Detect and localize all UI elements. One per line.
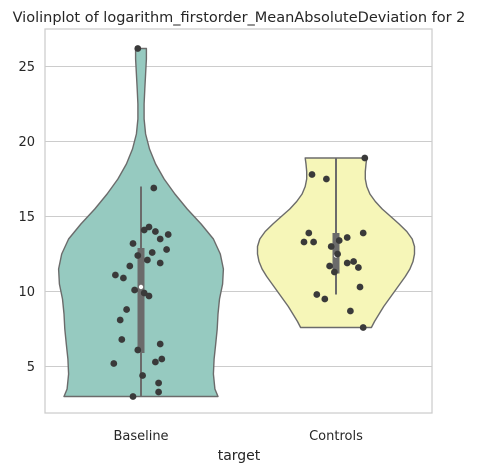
- data-point: [331, 268, 338, 276]
- data-point: [163, 246, 171, 253]
- data-point: [313, 291, 321, 298]
- data-point: [359, 229, 367, 237]
- data-point: [327, 243, 335, 250]
- data-point: [350, 258, 357, 265]
- data-point: [155, 379, 163, 387]
- data-point: [300, 238, 308, 246]
- data-point: [123, 306, 130, 313]
- data-point: [120, 274, 127, 282]
- data-point: [335, 237, 343, 244]
- data-point: [134, 45, 142, 52]
- y-tick-label: 20: [18, 135, 35, 150]
- data-point: [321, 295, 329, 303]
- y-tick-label: 5: [27, 360, 35, 375]
- data-point: [134, 252, 142, 259]
- data-point: [152, 358, 159, 366]
- data-point: [347, 307, 354, 315]
- x-tick-label-controls: Controls: [309, 429, 363, 444]
- data-point: [112, 271, 119, 279]
- data-point: [152, 228, 159, 235]
- data-point: [131, 286, 139, 294]
- data-point: [156, 340, 164, 348]
- data-point: [326, 262, 333, 270]
- data-point: [148, 249, 156, 256]
- y-tick-label: 25: [18, 60, 35, 75]
- y-tick-labels: 5 10 15 20 25: [18, 60, 35, 375]
- data-point: [156, 235, 164, 243]
- data-point: [140, 226, 148, 234]
- data-point: [145, 292, 153, 300]
- y-tick-label: 10: [18, 285, 35, 300]
- data-point: [361, 154, 369, 162]
- data-point: [305, 229, 313, 237]
- y-tick-label: 15: [18, 210, 35, 225]
- iqr-box-baseline: [137, 248, 145, 353]
- data-point: [356, 283, 364, 291]
- data-point: [129, 393, 137, 400]
- data-point: [355, 264, 362, 271]
- x-axis-label: target: [218, 448, 261, 464]
- data-point: [359, 324, 367, 331]
- data-point: [343, 234, 351, 241]
- plot-frame: [44, 28, 433, 414]
- strip-points: [110, 45, 369, 400]
- x-tick-label-baseline: Baseline: [113, 429, 168, 444]
- data-point: [334, 250, 341, 258]
- data-point: [308, 171, 316, 178]
- data-point: [158, 355, 166, 363]
- data-point: [310, 238, 317, 246]
- data-point: [129, 240, 137, 247]
- data-point: [144, 256, 151, 264]
- data-point: [164, 231, 172, 238]
- data-point: [155, 388, 163, 396]
- data-point: [139, 372, 147, 379]
- data-point: [156, 259, 164, 267]
- median-marker-baseline: [138, 284, 144, 290]
- x-tick-labels: Baseline Controls: [113, 429, 363, 444]
- data-point: [110, 360, 118, 367]
- data-point: [118, 336, 126, 343]
- violins: [57, 47, 416, 398]
- data-point: [343, 259, 351, 267]
- data-point: [323, 175, 330, 183]
- chart-title: Violinplot of logarithm_firstorder_MeanA…: [13, 10, 466, 26]
- data-point: [126, 262, 134, 270]
- data-point: [116, 316, 124, 324]
- data-point: [150, 184, 158, 192]
- data-point: [134, 346, 142, 354]
